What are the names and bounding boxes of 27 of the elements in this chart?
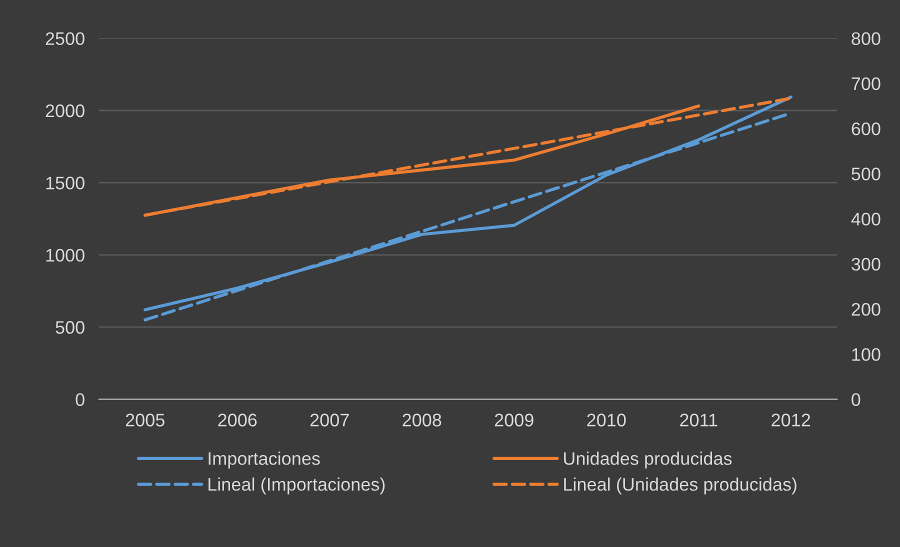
- legend-label: Unidades producidas: [564, 452, 732, 468]
- legend-label: Lineal (Unidades producidas): [564, 478, 796, 494]
- y-tick-label: 500: [56, 321, 84, 334]
- y-tick-label: 0: [76, 393, 84, 406]
- x-tick-label: 2011: [680, 414, 718, 426]
- y-tick-label: 1500: [46, 176, 84, 190]
- y-tick-label: 2500: [46, 32, 84, 46]
- legend-label: Lineal (Importaciones): [208, 478, 385, 494]
- y2-tick-label: 600: [852, 122, 880, 136]
- x-tick-label: 2010: [587, 414, 626, 426]
- y2-tick-label: 200: [852, 302, 880, 316]
- y2-tick-label: 800: [852, 32, 880, 46]
- y2-tick-label: 0: [852, 393, 860, 406]
- x-tick-label: 2006: [218, 414, 257, 426]
- y-tick-label: 2000: [46, 104, 84, 118]
- x-tick-label: 2007: [310, 414, 349, 426]
- x-tick-label: 2005: [126, 414, 164, 426]
- x-tick-label: 2009: [494, 414, 534, 426]
- y2-tick-label: 500: [852, 168, 880, 180]
- legend-label: Importaciones: [208, 452, 320, 468]
- x-tick-label: 2012: [772, 414, 810, 426]
- y-tick-label: 1000: [46, 248, 84, 262]
- y2-tick-label: 300: [852, 258, 880, 271]
- y2-tick-label: 400: [851, 212, 880, 226]
- x-tick-label: 2008: [402, 414, 442, 426]
- y2-tick-label: 700: [852, 77, 880, 90]
- y2-tick-label: 100: [852, 348, 880, 361]
